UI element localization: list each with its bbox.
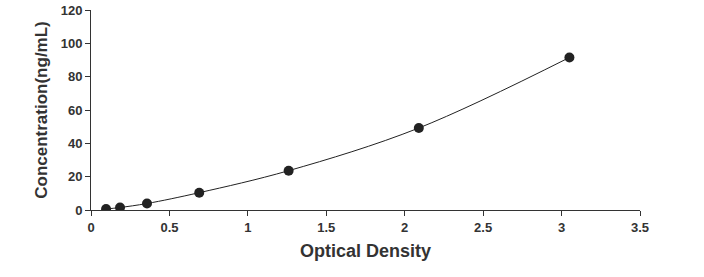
svg-text:40: 40 — [68, 136, 82, 151]
svg-text:60: 60 — [68, 103, 82, 118]
svg-text:Optical Density: Optical Density — [300, 241, 431, 261]
svg-text:2: 2 — [401, 220, 408, 235]
svg-text:0: 0 — [75, 203, 82, 218]
svg-text:1: 1 — [244, 220, 251, 235]
svg-text:120: 120 — [61, 3, 83, 18]
svg-text:3: 3 — [558, 220, 565, 235]
svg-text:3.5: 3.5 — [631, 220, 649, 235]
svg-text:20: 20 — [68, 169, 82, 184]
svg-text:Concentration(ng/mL): Concentration(ng/mL) — [32, 21, 51, 199]
svg-text:0: 0 — [87, 220, 94, 235]
svg-text:0.5: 0.5 — [160, 220, 178, 235]
svg-text:1.5: 1.5 — [317, 220, 335, 235]
svg-text:100: 100 — [61, 36, 83, 51]
svg-text:80: 80 — [68, 69, 82, 84]
svg-text:2.5: 2.5 — [474, 220, 492, 235]
